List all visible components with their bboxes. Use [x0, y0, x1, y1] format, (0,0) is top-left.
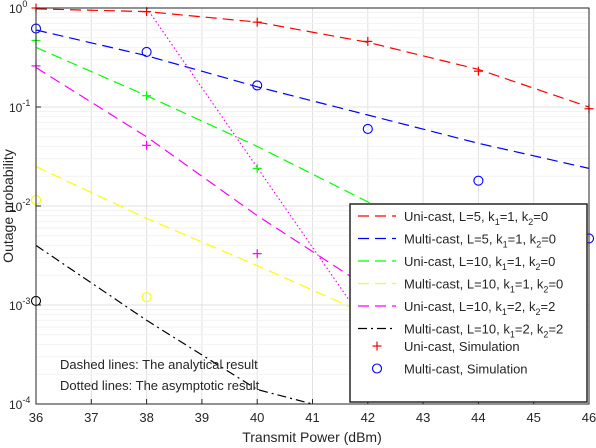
circle-marker: [371, 363, 383, 374]
plus-marker: [363, 36, 373, 46]
legend-text-part: =2: [548, 322, 563, 337]
x-tick-label: 43: [416, 410, 430, 425]
plus-marker: [142, 91, 152, 101]
legend-entry-6: Multi-cast, L=10, k1=2, k2=2: [404, 322, 563, 340]
legend-text-part: Uni-cast, L=5, k: [404, 209, 495, 224]
series-line-1: [36, 8, 589, 108]
series-line-3: [36, 46, 479, 259]
x-tick-label: 45: [526, 410, 540, 425]
axis-ticks: 36 37 38 39 40 41 42 43 44 45 4610-410-310-210-110…: [9, 0, 596, 425]
x-tick-label: 39: [195, 410, 209, 425]
plus-marker: [252, 17, 262, 27]
circle-marker: [362, 123, 373, 135]
y-tick-exponent: -2: [22, 197, 30, 207]
x-tick-label: 44: [471, 410, 485, 425]
legend-subscript: 1: [495, 217, 500, 227]
y-tick-base: 10: [9, 101, 23, 115]
x-tick-label: 40: [250, 410, 264, 425]
y-tick-base: 10: [9, 299, 23, 313]
x-tick-label: 36: [29, 410, 43, 425]
legend-text-part: =2: [540, 299, 555, 314]
series-lines: [36, 8, 589, 404]
legend-entry-2: Multi-cast, L=5, k1=1, k2=0: [404, 232, 556, 250]
legend-text-part: Uni-cast, L=10, k: [404, 254, 502, 269]
x-tick-label: 42: [361, 410, 375, 425]
legend-subscript: 1: [503, 240, 508, 250]
circle-marker: [141, 46, 152, 57]
y-tick-base: 10: [9, 2, 23, 16]
legend-subscript: 2: [543, 285, 548, 295]
legend-text-part: Uni-cast, L=10, k: [404, 299, 502, 314]
legend-subscript: 2: [535, 307, 540, 317]
y-tick-label: 10-3: [9, 296, 30, 313]
legend-entry-3: Uni-cast, L=10, k1=1, k2=0: [404, 254, 555, 272]
y-tick-exponent: -3: [22, 296, 30, 306]
legend-entry-simulation-2: Multi-cast, Simulation: [404, 362, 528, 377]
x-tick-label: 37: [84, 410, 98, 425]
y-tick-exponent: -1: [22, 98, 30, 108]
y-tick-label: 10-1: [9, 98, 30, 115]
y-tick-exponent: 0: [22, 0, 27, 9]
legend-text-part: Multi-cast, L=5, k: [404, 232, 503, 247]
annotations: Dashed lines: The analytical result Dott…: [60, 357, 260, 393]
plus-marker: [473, 66, 483, 76]
series-line-6: [36, 244, 313, 404]
legend-text-part: =1, k: [500, 209, 529, 224]
legend-subscript: 1: [510, 285, 515, 295]
series-line-5: [36, 67, 369, 289]
legend-text-part: =1, k: [508, 232, 537, 247]
legend-text-part: Multi-cast, L=10, k: [404, 322, 510, 337]
legend-subscript: 2: [543, 330, 548, 340]
legend-text-part: Multi-cast, L=10, k: [404, 277, 510, 292]
circle-marker: [473, 175, 484, 186]
circle-marker: [141, 292, 152, 303]
legend-subscript: 2: [536, 240, 541, 250]
y-tick-label: 10-2: [9, 197, 30, 214]
plus-marker: [252, 249, 262, 259]
y-tick-label: 10-4: [9, 395, 30, 412]
y-tick-label: 100: [9, 0, 27, 16]
plus-marker: [142, 140, 152, 150]
asymptote-line: [146, 8, 369, 328]
legend-text-part: =0: [540, 254, 555, 269]
legend-subscript: 1: [502, 262, 507, 272]
legend-text-part: =0: [548, 277, 563, 292]
legend-subscript: 2: [528, 217, 533, 227]
annotation-dotted-lines: Dotted lines: The asymptotic result: [60, 378, 260, 393]
legend-text-part: =0: [541, 232, 556, 247]
legend-entry-5: Uni-cast, L=10, k1=2, k2=2: [404, 299, 555, 317]
y-tick-base: 10: [9, 200, 23, 214]
plus-marker: [252, 163, 262, 173]
legend-entry-simulation-1: Uni-cast, Simulation: [404, 339, 520, 354]
plus-marker: [372, 341, 382, 351]
legend-text-part: =1, k: [515, 277, 544, 292]
y-axis-label: Outage probability: [0, 149, 16, 263]
y-tick-exponent: -4: [22, 395, 30, 405]
x-tick-label: 46: [582, 410, 596, 425]
circle-marker: [252, 80, 263, 91]
plus-marker: [142, 7, 152, 17]
legend-subscript: 1: [502, 307, 507, 317]
x-tick-label: 38: [139, 410, 153, 425]
legend-subscript: 1: [510, 330, 515, 340]
legend-box: [349, 203, 588, 403]
annotation-dashed-lines: Dashed lines: The analytical result: [60, 357, 258, 372]
series-line-4: [36, 166, 369, 316]
x-axis-label: Transmit Power (dBm): [242, 429, 382, 445]
series-line-2: [36, 29, 589, 169]
legend-text-part: =2, k: [507, 299, 536, 314]
legend-subscript: 2: [535, 262, 540, 272]
legend-text-part: =1, k: [507, 254, 536, 269]
legend-text-part: =0: [533, 209, 548, 224]
x-tick-label: 41: [305, 410, 319, 425]
legend-text-part: =2, k: [515, 322, 544, 337]
y-tick-base: 10: [9, 398, 23, 412]
legend-entry-1: Uni-cast, L=5, k1=1, k2=0: [404, 209, 548, 227]
legend-entry-4: Multi-cast, L=10, k1=1, k2=0: [404, 277, 563, 295]
